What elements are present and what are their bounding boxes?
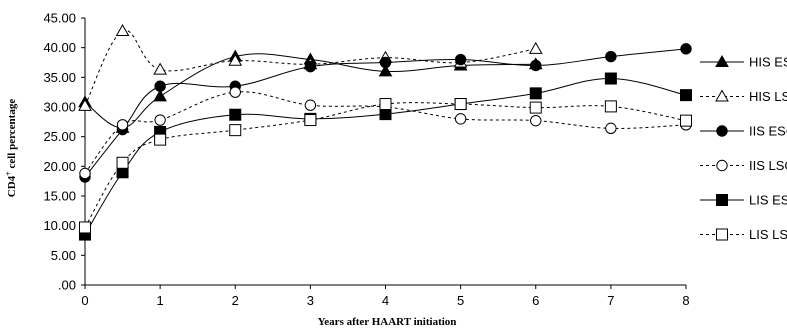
data-point-lis-lsc [154,133,167,146]
legend-item-iis-esc: IIS ESC [700,124,787,139]
data-point-iis-lsc [454,113,467,125]
y-tick-label: 25.00 [43,129,76,144]
legend-label: HIS LSC [749,89,787,104]
y-axis-title-superscript: + [4,171,13,176]
data-point-lis-lsc [604,100,617,113]
data-point-iis-esc [379,56,392,69]
x-tick-label: 6 [532,293,539,308]
data-point-iis-esc [605,50,617,63]
data-point-iis-lsc [229,86,241,98]
x-tick-label: 0 [81,293,88,308]
data-point-lis-esc [229,108,242,121]
series-lis-esc [79,72,692,241]
y-axis-title-main: CD4 [6,175,18,197]
data-point-his-lsc [78,98,92,111]
y-tick-label: 35.00 [43,70,76,85]
data-point-his-lsc [228,53,243,66]
legend-marker [715,54,729,67]
data-point-his-esc [153,89,167,102]
series-line-iis-lsc [84,91,687,174]
legend-marker [716,194,728,206]
y-tick-label: .00 [58,278,76,293]
legend-label: LIS ESC [749,193,787,208]
y-tick-label: 45.00 [43,11,76,26]
legend-label: HIS ESC [749,55,787,70]
data-point-lis-esc [680,89,692,102]
x-tick-label: 1 [157,293,164,308]
data-point-iis-lsc [116,119,129,131]
data-point-iis-lsc [530,114,542,127]
legend-marker [716,159,728,172]
y-axis-title: CD4+ cell percentage [4,99,18,198]
x-tick-label: 7 [607,293,614,308]
legend: HIS ESC HIS LSC IIS ESC IIS LSC LIS ESC LIS L… [700,55,787,242]
legend-item-his-esc: HIS ESC [700,55,787,70]
y-tick-label: 40.00 [43,40,76,55]
data-point-his-esc [378,64,393,77]
x-tick-label: 5 [457,293,464,308]
legend-item-lis-lsc: LIS LSC [700,227,787,242]
data-point-iis-esc [154,80,166,92]
y-tick-label: 15.00 [43,189,76,204]
legend-item-lis-esc: LIS ESC [700,193,787,208]
y-tick-label: 5.00 [51,248,76,263]
data-point-lis-lsc [79,221,91,234]
data-point-lis-esc [529,87,542,100]
series-lis-lsc [79,98,692,234]
data-point-lis-lsc [229,124,242,137]
data-point-lis-lsc [116,156,129,169]
legend-label: IIS ESC [749,124,787,139]
data-point-lis-esc [379,108,392,121]
legend-marker [716,125,728,137]
data-point-lis-lsc [680,114,692,127]
axes: .00 5.00 10.00 15.00 20.00 25.00 30.00 35.00 40.… [43,11,689,309]
data-point-his-lsc [153,62,167,75]
data-point-lis-lsc [379,98,392,111]
y-tick-label: 20.00 [43,159,76,174]
data-point-his-lsc [528,41,543,54]
x-axis-title: Years after HAART initiation [318,316,457,328]
legend-item-iis-lsc: IIS LSC [700,158,787,173]
x-tick-label: 4 [382,293,389,308]
data-point-iis-lsc [154,114,166,126]
data-point-iis-lsc [605,122,617,135]
data-point-lis-esc [604,72,617,85]
series-layer [78,24,692,241]
y-axis-title-suffix: cell percentage [6,99,18,172]
legend-label: IIS LSC [749,158,787,173]
data-point-iis-esc [680,43,692,55]
series-line-iis-esc [84,48,687,178]
y-tick-label: 10.00 [43,218,76,233]
series-line-lis-lsc [84,102,687,228]
data-point-lis-lsc [304,114,317,127]
data-point-iis-esc [530,59,542,72]
data-point-iis-lsc [79,167,91,180]
data-point-iis-esc [454,53,467,66]
data-point-his-lsc [115,24,130,37]
legend-item-his-lsc: HIS LSC [700,89,787,104]
x-tick-label: 2 [232,293,239,308]
y-tick-label: 30.00 [43,100,76,115]
data-point-iis-esc [304,60,317,73]
data-point-iis-lsc [304,99,317,111]
data-point-lis-lsc [454,98,467,111]
data-point-lis-lsc [529,101,542,114]
series-line-lis-esc [84,78,687,235]
x-tick-label: 8 [682,293,689,308]
legend-label: LIS LSC [749,227,787,242]
legend-marker [715,89,729,102]
x-tick-label: 3 [307,293,314,308]
legend-marker [716,228,728,241]
